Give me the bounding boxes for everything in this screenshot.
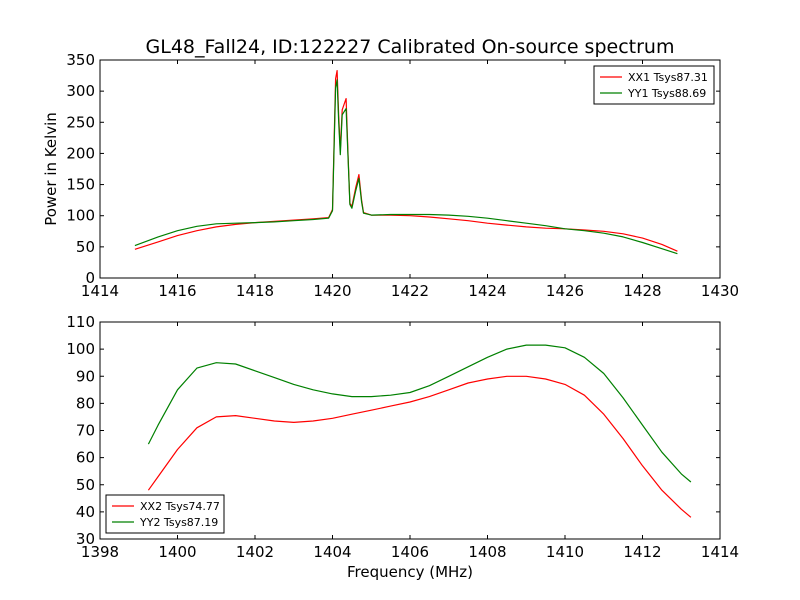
bottom-x-tick-label: 1400	[158, 543, 196, 561]
top-y-tick-label: 200	[66, 144, 95, 162]
bottom-y-tick-label: 70	[76, 422, 95, 440]
bottom-y-tick-label: 50	[76, 476, 95, 494]
bottom-series-group	[147, 344, 692, 518]
bottom-y-tick-label: 60	[76, 449, 95, 467]
top-series-line-2	[134, 79, 678, 255]
bottom-x-tick-label: 1404	[313, 543, 351, 561]
top-y-tick-label: 100	[66, 207, 95, 225]
top-x-tick-label: 1416	[158, 282, 196, 300]
top-x-tick-label: 1418	[236, 282, 274, 300]
bottom-y-tick-label: 110	[66, 313, 95, 331]
bottom-y-tick-label: 80	[76, 394, 95, 412]
bottom-y-tick-label: 30	[76, 530, 95, 548]
top-x-tick-label: 1428	[623, 282, 661, 300]
bottom-y-tick-label: 100	[66, 340, 95, 358]
top-y-tick-label: 0	[85, 269, 95, 287]
top-y-tick-label: 50	[76, 238, 95, 256]
top-legend-box	[593, 65, 715, 105]
bottom-y-tick-label: 40	[76, 503, 95, 521]
top-x-tick-label: 1414	[81, 282, 119, 300]
top-y-tick-label: 300	[66, 82, 95, 100]
bottom-series-line-2	[147, 344, 692, 483]
bottom-x-tick-label: 1410	[546, 543, 584, 561]
top-legend-label-2: YY1 Tsys88.69	[627, 87, 706, 100]
bottom-series-line-1	[147, 375, 692, 518]
top-x-tick-label: 1426	[546, 282, 584, 300]
bottom-x-tick-label: 1406	[391, 543, 429, 561]
bottom-legend-label-2: YY2 Tsys87.19	[139, 516, 218, 529]
top-spectrum-plot: 1414 1416 1418 1420 1422 1424 1426 1428 1430 0 50 1…	[42, 51, 739, 300]
top-x-tick-label: 1422	[391, 282, 429, 300]
bottom-x-tick-label: 1408	[468, 543, 506, 561]
bottom-legend: XX2 Tsys74.77 YY2 Tsys87.19	[105, 494, 225, 534]
bottom-legend-label-1: XX2 Tsys74.77	[140, 500, 220, 513]
top-y-tick-label: 250	[66, 113, 95, 131]
bottom-x-tick-label: 1412	[623, 543, 661, 561]
top-y-tick-label: 350	[66, 51, 95, 69]
figure-title: GL48_Fall24, ID:122227 Calibrated On-sou…	[146, 36, 675, 58]
bottom-x-tick-label: 1414	[701, 543, 739, 561]
top-y-tick-label: 150	[66, 176, 95, 194]
bottom-legend-box	[105, 494, 225, 534]
bottom-x-tick-label: 1402	[236, 543, 274, 561]
bottom-x-tick-label: 1398	[81, 543, 119, 561]
bottom-spectrum-plot: 1398 1400 1402 1404 1406 1408 1410 1412 1414 30 40…	[66, 313, 739, 581]
top-x-tick-label: 1424	[468, 282, 506, 300]
top-series-group	[134, 69, 678, 255]
top-legend: XX1 Tsys87.31 YY1 Tsys88.69	[593, 65, 715, 105]
top-legend-label-1: XX1 Tsys87.31	[628, 71, 708, 84]
top-x-tick-label: 1420	[313, 282, 351, 300]
top-x-tick-label: 1430	[701, 282, 739, 300]
bottom-x-axis-label: Frequency (MHz)	[347, 563, 473, 581]
bottom-y-tick-label: 90	[76, 367, 95, 385]
top-y-axis-label: Power in Kelvin	[42, 112, 60, 226]
